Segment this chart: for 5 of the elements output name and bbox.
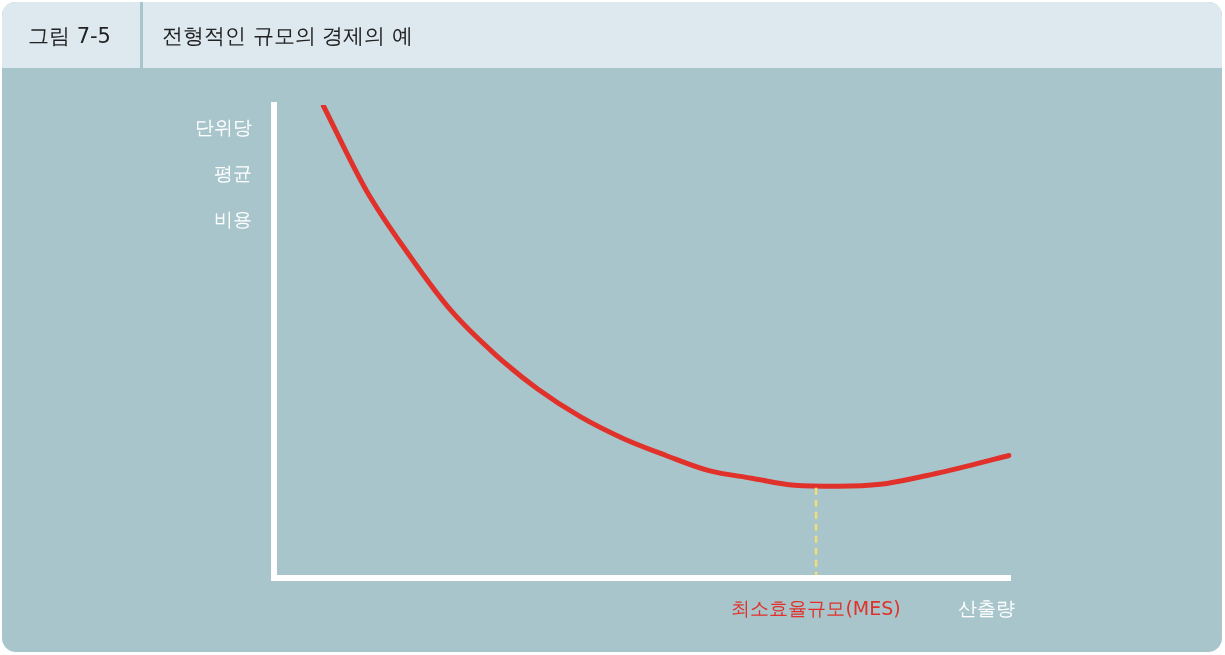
chart-title: 전형적인 규모의 경제의 예: [162, 23, 414, 50]
text: 최소효율규모(MES): [731, 596, 901, 619]
x-axis-title: 산출량: [958, 596, 1015, 619]
text: 단위당 평균 비용: [195, 116, 252, 230]
text: 그림 7-5: [28, 23, 111, 50]
